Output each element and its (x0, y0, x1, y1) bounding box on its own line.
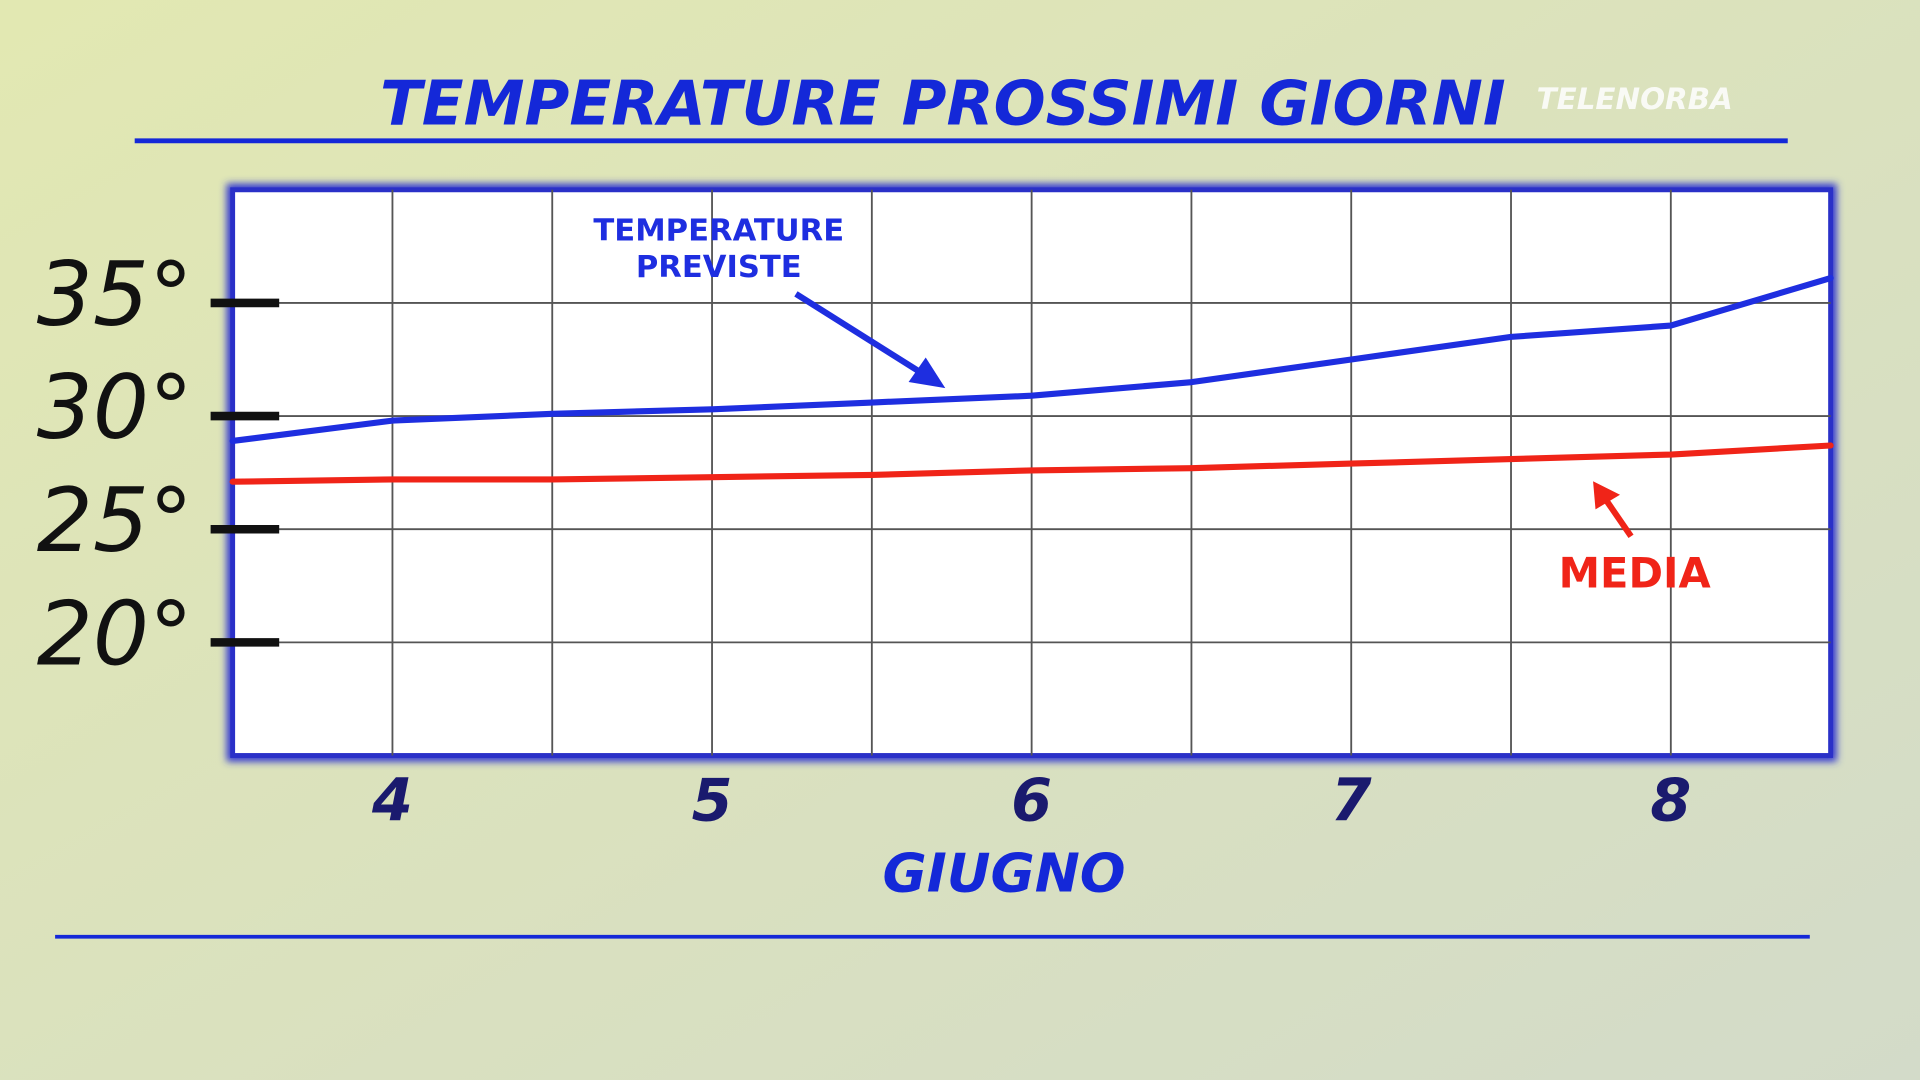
arrow-head (908, 357, 946, 389)
annotation-arrow (1601, 495, 1634, 539)
series-label: MEDIA (1559, 549, 1712, 598)
x-tick-label: 7 (1331, 766, 1372, 835)
annotation-arrow (794, 291, 930, 380)
chart-title: TEMPERATURE PROSSIMI GIORNI (380, 68, 1506, 139)
x-tick-label: 5 (692, 766, 733, 835)
y-tick-label: 30° (37, 356, 193, 459)
series-label: TEMPERATURE PREVISTE (593, 213, 844, 285)
arrow-head (1593, 481, 1620, 510)
y-tick-label: 20° (37, 582, 193, 685)
watermark: TELENORBA (1537, 82, 1733, 116)
series (229, 274, 1834, 485)
x-tick-label: 8 (1650, 766, 1691, 835)
series-line (229, 274, 1834, 445)
x-tick-label: 4 (371, 766, 413, 835)
y-tick-label: 35° (37, 243, 193, 346)
x-tick-label: 6 (1011, 766, 1052, 835)
x-axis-label: GIUGNO (883, 841, 1126, 904)
series-line (229, 442, 1834, 485)
y-tick-label: 25° (37, 469, 193, 572)
